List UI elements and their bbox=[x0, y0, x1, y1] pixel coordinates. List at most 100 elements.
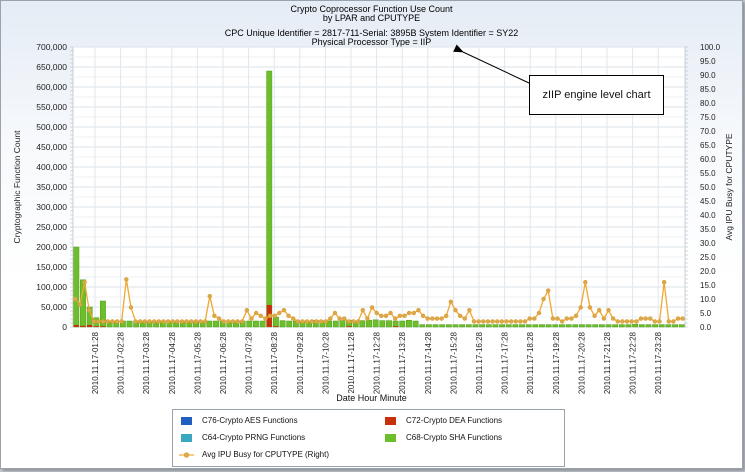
line-point[interactable] bbox=[495, 319, 500, 324]
bar-sha[interactable] bbox=[259, 320, 266, 328]
bar-sha[interactable] bbox=[359, 320, 366, 328]
line-point[interactable] bbox=[151, 319, 157, 324]
line-point[interactable] bbox=[119, 319, 124, 324]
bar-sha[interactable] bbox=[392, 320, 399, 328]
bar-sha[interactable] bbox=[492, 324, 499, 328]
bar-sha[interactable] bbox=[366, 319, 372, 328]
line-point[interactable] bbox=[170, 319, 175, 324]
bar-sha[interactable] bbox=[206, 320, 213, 328]
bar-sha[interactable] bbox=[279, 320, 286, 328]
bar-sha[interactable] bbox=[332, 320, 339, 328]
line-point[interactable] bbox=[165, 319, 171, 324]
bar-sha[interactable] bbox=[632, 323, 639, 328]
line-point[interactable] bbox=[420, 313, 426, 318]
line-point[interactable] bbox=[147, 319, 152, 324]
bar-sha[interactable] bbox=[425, 324, 432, 328]
line-point[interactable] bbox=[198, 319, 203, 324]
line-point[interactable] bbox=[249, 316, 254, 321]
line-point[interactable] bbox=[138, 319, 143, 324]
line-point[interactable] bbox=[393, 316, 398, 321]
line-point[interactable] bbox=[258, 313, 263, 318]
legend-item-ipu-busy[interactable]: Avg IPU Busy for CPUTYPE (Right) bbox=[179, 450, 329, 459]
line-point[interactable] bbox=[513, 319, 518, 324]
line-point[interactable] bbox=[207, 294, 212, 299]
bar-sha[interactable] bbox=[658, 324, 665, 328]
line-point[interactable] bbox=[573, 313, 579, 318]
bar-sha[interactable] bbox=[652, 324, 658, 328]
legend-item-sha[interactable]: C68-Crypto SHA Functions bbox=[385, 433, 502, 442]
line-point[interactable] bbox=[671, 319, 676, 324]
line-point[interactable] bbox=[369, 305, 375, 310]
line-point[interactable] bbox=[193, 319, 199, 324]
line-point[interactable] bbox=[411, 310, 416, 316]
bar-dea[interactable] bbox=[73, 325, 79, 327]
line-point[interactable] bbox=[518, 319, 523, 324]
line-point[interactable] bbox=[328, 316, 333, 321]
line-point[interactable] bbox=[425, 316, 430, 321]
bar-sha[interactable] bbox=[612, 324, 619, 328]
line-point[interactable] bbox=[374, 310, 379, 316]
line-point[interactable] bbox=[439, 316, 444, 321]
line-point[interactable] bbox=[365, 316, 370, 321]
line-point[interactable] bbox=[657, 319, 662, 324]
line-point[interactable] bbox=[314, 319, 319, 324]
legend-item-aes[interactable]: C76-Crypto AES Functions bbox=[181, 416, 298, 425]
line-point[interactable] bbox=[221, 319, 226, 324]
bar-sha[interactable] bbox=[372, 319, 379, 328]
bar-sha[interactable] bbox=[532, 324, 539, 328]
line-point[interactable] bbox=[351, 319, 356, 324]
line-point[interactable] bbox=[272, 313, 277, 318]
bar-sha[interactable] bbox=[452, 324, 459, 328]
line-point[interactable] bbox=[476, 319, 481, 324]
line-point[interactable] bbox=[379, 313, 384, 318]
line-point[interactable] bbox=[277, 310, 282, 316]
line-point[interactable] bbox=[105, 319, 110, 324]
line-point[interactable] bbox=[471, 319, 477, 324]
line-point[interactable] bbox=[550, 316, 556, 321]
line-point[interactable] bbox=[680, 316, 685, 321]
line-point[interactable] bbox=[77, 302, 83, 307]
bar-sha[interactable] bbox=[246, 320, 253, 328]
line-point[interactable] bbox=[536, 310, 542, 316]
line-point[interactable] bbox=[527, 316, 532, 321]
bar-dea[interactable] bbox=[392, 326, 399, 327]
line-point[interactable] bbox=[587, 305, 593, 310]
line-point[interactable] bbox=[569, 316, 574, 321]
line-point[interactable] bbox=[286, 313, 291, 318]
bar-dea[interactable] bbox=[80, 325, 86, 327]
line-point[interactable] bbox=[467, 308, 472, 313]
line-point[interactable] bbox=[546, 288, 551, 293]
bar-sha[interactable] bbox=[605, 324, 612, 328]
line-point[interactable] bbox=[453, 308, 458, 313]
line-point[interactable] bbox=[128, 305, 134, 310]
bar-sha[interactable] bbox=[572, 324, 579, 328]
line-point[interactable] bbox=[610, 316, 616, 321]
bar-sha[interactable] bbox=[479, 324, 486, 328]
line-point[interactable] bbox=[212, 313, 217, 318]
line-point[interactable] bbox=[309, 319, 314, 324]
line-point[interactable] bbox=[337, 316, 342, 321]
bar-sha[interactable] bbox=[272, 316, 279, 328]
line-point[interactable] bbox=[304, 319, 310, 324]
line-point[interactable] bbox=[226, 319, 231, 324]
bar-sha[interactable] bbox=[419, 324, 426, 328]
line-point[interactable] bbox=[156, 319, 161, 324]
line-point[interactable] bbox=[643, 316, 648, 321]
bar-sha[interactable] bbox=[73, 246, 80, 328]
line-point[interactable] bbox=[666, 319, 671, 324]
legend-item-dea[interactable]: C72-Crypto DEA Functions bbox=[385, 416, 502, 425]
bar-sha[interactable] bbox=[618, 324, 625, 328]
line-point[interactable] bbox=[406, 310, 412, 316]
bar-sha[interactable] bbox=[559, 324, 565, 328]
bar-sha[interactable] bbox=[499, 324, 505, 328]
line-point[interactable] bbox=[457, 313, 463, 318]
bar-sha[interactable] bbox=[625, 324, 632, 328]
line-point[interactable] bbox=[388, 310, 393, 316]
line-point[interactable] bbox=[620, 319, 625, 324]
line-point[interactable] bbox=[295, 319, 301, 324]
line-point[interactable] bbox=[634, 319, 639, 324]
line-point[interactable] bbox=[332, 310, 338, 316]
bar-dea[interactable] bbox=[100, 326, 106, 327]
line-point[interactable] bbox=[342, 316, 347, 321]
bar-sha[interactable] bbox=[525, 324, 532, 328]
